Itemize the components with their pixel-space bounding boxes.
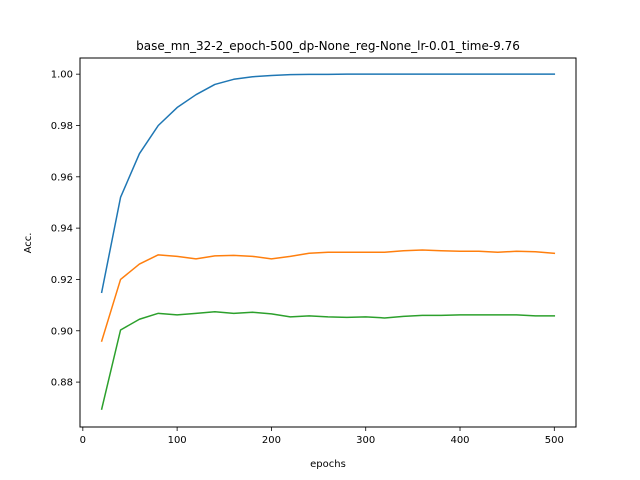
x-axis-label: epochs bbox=[310, 459, 346, 470]
y-tick-label: 0.98 bbox=[51, 121, 73, 132]
plot-frame bbox=[79, 57, 577, 428]
x-tick-label: 200 bbox=[262, 435, 281, 446]
series-layer bbox=[100, 73, 556, 410]
y-tick-label: 0.94 bbox=[51, 224, 73, 235]
x-tick-label: 500 bbox=[545, 435, 564, 446]
y-ticks: 0.88 0.90 0.92 0.94 0.96 0.98 1.00 bbox=[51, 70, 80, 389]
y-tick-label: 0.92 bbox=[51, 275, 73, 286]
y-tick-label: 0.88 bbox=[51, 378, 73, 389]
y-tick-label: 1.00 bbox=[51, 70, 73, 81]
x-tick-label: 0 bbox=[80, 435, 86, 446]
y-tick-label: 0.90 bbox=[51, 326, 73, 337]
series-line-2 bbox=[100, 249, 556, 342]
series-line-3 bbox=[100, 311, 556, 410]
chart-title: base_mn_32-2_epoch-500_dp-None_reg-None_… bbox=[136, 39, 520, 53]
y-tick-label: 0.96 bbox=[51, 172, 73, 183]
x-ticks: 0 100 200 300 400 500 bbox=[80, 427, 564, 446]
x-tick-label: 400 bbox=[450, 435, 469, 446]
x-tick-label: 100 bbox=[168, 435, 187, 446]
series-line-1 bbox=[100, 73, 556, 294]
x-tick-label: 300 bbox=[356, 435, 375, 446]
y-axis-label: Acc. bbox=[23, 233, 34, 254]
